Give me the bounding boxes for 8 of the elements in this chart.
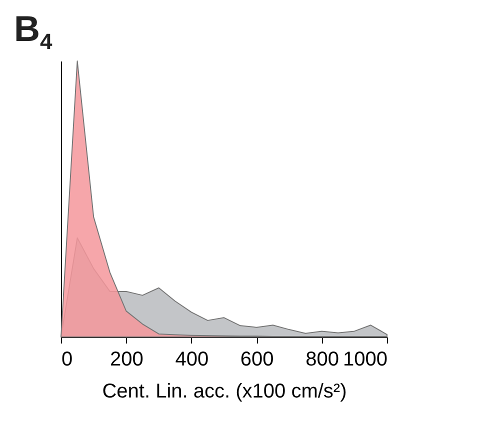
x-tick-label: 400 — [175, 348, 209, 370]
chart-title: B$_{4}$ — [14, 8, 52, 56]
x-tick-label: 1000 — [343, 348, 388, 370]
x-axis-title: Cent. Lin. acc. (x100 cm/s²) — [102, 380, 347, 402]
x-tick-label: 0 — [62, 348, 73, 370]
x-tick-label: 600 — [240, 348, 274, 370]
x-tick-label: 200 — [110, 348, 144, 370]
x-tick-label: 800 — [306, 348, 339, 370]
